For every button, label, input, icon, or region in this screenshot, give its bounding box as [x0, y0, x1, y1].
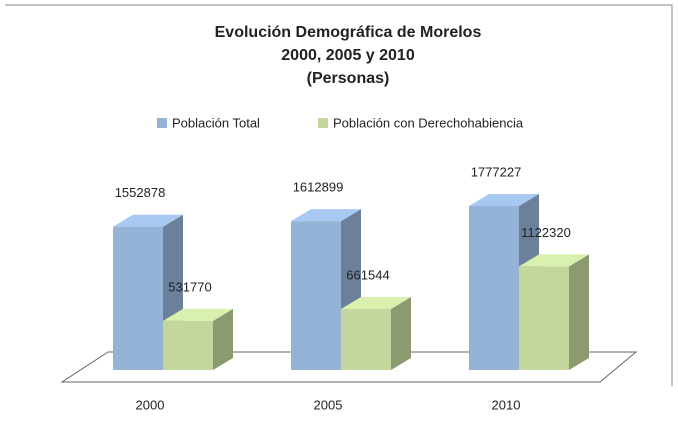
legend-label: Población con Derechohabiencia — [333, 115, 524, 130]
value-label: 1612899 — [293, 180, 344, 195]
value-label: 1777227 — [471, 164, 522, 179]
bar-top — [291, 209, 361, 222]
x-tick-label: 2000 — [136, 397, 165, 412]
bar-top — [113, 214, 183, 227]
bar — [341, 308, 391, 370]
bar — [113, 226, 163, 370]
bar — [163, 320, 213, 370]
chart-frame — [5, 4, 673, 386]
value-label: 531770 — [168, 279, 211, 294]
bar — [291, 221, 341, 370]
value-label: 1552878 — [115, 185, 166, 200]
legend-label: Población Total — [172, 115, 260, 130]
chart-title: 2000, 2005 y 2010 — [281, 47, 415, 64]
chart-title: Evolución Demográfica de Morelos — [215, 24, 482, 41]
legend-swatch — [157, 118, 167, 128]
bar-top — [519, 254, 589, 267]
bar-top — [469, 194, 539, 206]
value-label: 661544 — [346, 267, 389, 282]
bar — [519, 266, 569, 370]
bar — [469, 206, 519, 370]
bar-side — [569, 254, 589, 370]
legend-swatch — [318, 118, 328, 128]
bar-side — [213, 308, 233, 370]
chart-title: (Personas) — [307, 70, 390, 87]
bar-top — [163, 308, 233, 321]
x-tick-label: 2005 — [314, 397, 343, 412]
x-tick-label: 2010 — [492, 397, 521, 412]
bar-side — [391, 296, 411, 370]
bar-top — [341, 296, 411, 309]
value-label: 1122320 — [521, 225, 571, 240]
